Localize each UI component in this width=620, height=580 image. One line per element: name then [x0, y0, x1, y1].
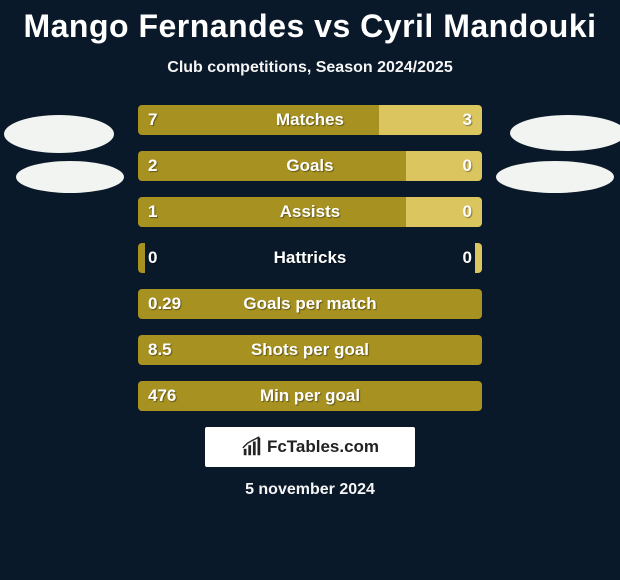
player2-value: 0 — [463, 151, 472, 181]
player1-value: 2 — [148, 151, 157, 181]
brand-chart-icon — [241, 436, 263, 458]
brand-badge: FcTables.com — [205, 427, 415, 467]
page-title: Mango Fernandes vs Cyril Mandouki — [0, 0, 620, 45]
comparison-chart: Matches73Goals20Assists10Hattricks00Goal… — [0, 105, 620, 411]
brand-text: FcTables.com — [267, 437, 379, 457]
stat-row: Hattricks0 0 — [138, 243, 482, 273]
player2-avatar-shadow — [496, 161, 614, 193]
player2-value: 0 — [463, 243, 472, 273]
player1-value: 0 — [148, 243, 157, 273]
player1-value: 0.29 — [148, 289, 181, 319]
stat-label: Assists — [138, 197, 482, 227]
player2-value: 0 — [463, 197, 472, 227]
stat-label: Goals — [138, 151, 482, 181]
player1-value: 476 — [148, 381, 176, 411]
stat-row: Matches7 3 — [138, 105, 482, 135]
stat-row: Min per goal476 — [138, 381, 482, 411]
stat-label: Min per goal — [138, 381, 482, 411]
player1-value: 8.5 — [148, 335, 172, 365]
stat-label: Shots per goal — [138, 335, 482, 365]
stat-row: Goals per match0.29 — [138, 289, 482, 319]
subtitle: Club competitions, Season 2024/2025 — [0, 59, 620, 77]
stat-label: Matches — [138, 105, 482, 135]
player1-value: 7 — [148, 105, 157, 135]
stat-label: Hattricks — [138, 243, 482, 273]
stat-label: Goals per match — [138, 289, 482, 319]
player2-value: 3 — [463, 105, 472, 135]
player2-avatar — [510, 115, 620, 151]
bars-container: Matches73Goals20Assists10Hattricks00Goal… — [138, 105, 482, 411]
player1-avatar-shadow — [16, 161, 124, 193]
stat-row: Assists1 0 — [138, 197, 482, 227]
player1-value: 1 — [148, 197, 157, 227]
player1-avatar — [4, 115, 114, 153]
stat-row: Shots per goal8.5 — [138, 335, 482, 365]
date-label: 5 november 2024 — [0, 481, 620, 499]
stat-row: Goals2 0 — [138, 151, 482, 181]
